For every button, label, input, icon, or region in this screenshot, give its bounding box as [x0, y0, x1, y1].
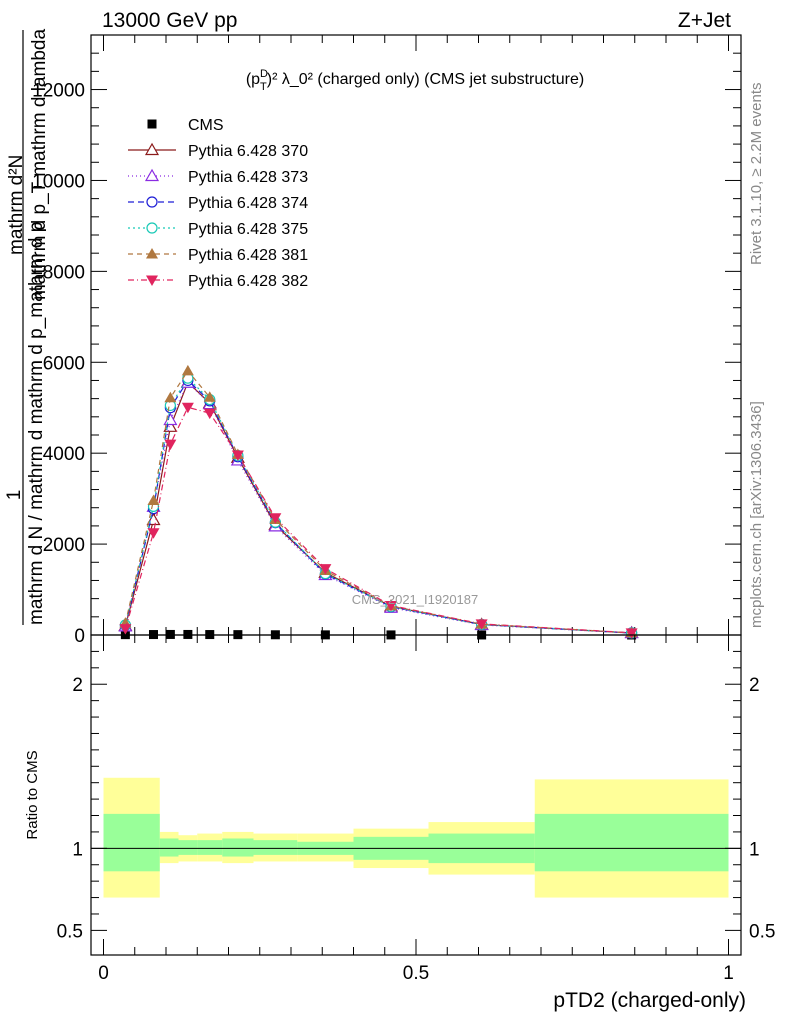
- inner-band: [197, 840, 223, 855]
- data-point: [319, 564, 332, 575]
- data-point: [475, 619, 488, 630]
- ratio-y-tick-label: 0.5: [57, 921, 83, 942]
- main-x-axis: [103, 35, 729, 635]
- x-tick-label: 0: [98, 963, 109, 984]
- inner-band: [222, 838, 254, 857]
- header-left: 13000 GeV pp: [102, 9, 237, 32]
- y-tick-label: 0: [74, 626, 85, 647]
- plot-title: (pD T)² λ_0² (charged only) (CMS jet subs…: [246, 68, 584, 93]
- y-label-denominator: mathrm d N / mathrm d mathrm d p_mathrm …: [26, 222, 47, 625]
- header-right: Z+Jet: [678, 9, 731, 32]
- inner-band: [534, 813, 729, 872]
- data-point: [203, 391, 216, 402]
- legend-marker: [146, 222, 158, 234]
- legend-marker: [146, 275, 158, 286]
- data-point: [164, 439, 177, 451]
- data-point: [269, 513, 282, 524]
- inner-band: [178, 840, 198, 855]
- y-tick-label: 10000: [32, 171, 85, 192]
- inner-band: [159, 838, 179, 857]
- rivet-label: Rivet 3.1.10, ≥ 2.2M events: [748, 83, 765, 266]
- legend-marker: [146, 196, 158, 208]
- data-point: [147, 494, 160, 505]
- legend-label: Pythia 6.428 373: [188, 169, 308, 186]
- series-line: [124, 377, 632, 634]
- y-label-numerator-bottom: mathrm d p_T mathrm d lambda: [29, 29, 50, 300]
- ratio-y-tick-label: 2: [72, 675, 83, 696]
- y-label-numerator-top: mathrm d²N: [6, 155, 27, 255]
- watermark: CMS_2021_I1920187: [352, 592, 479, 607]
- legend-marker: [144, 168, 160, 182]
- ratio-y-tick-label: 1: [72, 839, 83, 860]
- ratio-axes: 0 0.5 1 0.5 0.5 1 1 2 2: [57, 635, 775, 984]
- y-tick-label: 8000: [43, 262, 85, 283]
- ratio-panel: 0 0.5 1 0.5 0.5 1 1 2 2 Ratio to CMS pTD2 (charg…: [24, 634, 775, 1012]
- main-y-label: 1 mathrm d N / mathrm d mathrm d p_mathr…: [4, 29, 50, 625]
- main-y-axis: 0 2000 4000 6000 8000 10000 12000: [32, 34, 741, 647]
- legend-label: CMS: [188, 117, 224, 134]
- data-point: [625, 628, 638, 639]
- legend-label: Pythia 6.428 375: [188, 221, 308, 238]
- data-point: [181, 402, 194, 414]
- data-point: [119, 624, 132, 635]
- ratio-y-label: Ratio to CMS: [24, 750, 41, 839]
- y-tick-label: 6000: [43, 353, 85, 374]
- main-panel: 0 2000 4000 6000 8000 10000 12000 (pD T)² λ_0² …: [32, 34, 742, 647]
- ratio-y-tick-label-right: 1: [749, 839, 760, 860]
- x-tick-label: 1: [723, 963, 734, 984]
- series-6: [119, 402, 638, 639]
- data-point: [181, 364, 194, 376]
- y-tick-label: 2000: [43, 535, 85, 556]
- legend-label: Pythia 6.428 370: [188, 143, 308, 160]
- legend-label: Pythia 6.428 382: [188, 273, 308, 290]
- x-tick-label: 0.5: [403, 963, 429, 984]
- y-tick-label: 12000: [32, 81, 85, 102]
- legend-marker: [144, 142, 160, 156]
- x-axis-label: pTD2 (charged-only): [553, 989, 746, 1012]
- legend-label: Pythia 6.428 381: [188, 247, 308, 264]
- inner-band: [103, 813, 160, 872]
- legend-marker: [146, 248, 158, 259]
- legend: CMS Pythia 6.428 370 Pythia 6.428 373 Pythi…: [128, 117, 308, 290]
- ratio-y-tick-label-right: 2: [749, 675, 760, 696]
- data-point: [203, 408, 216, 420]
- legend-label: Pythia 6.428 374: [188, 195, 308, 212]
- data-point: [164, 391, 177, 403]
- data-point: [147, 528, 160, 539]
- y-tick-label: 4000: [43, 444, 85, 465]
- data-point: [385, 600, 397, 612]
- series-layer: [118, 364, 639, 640]
- data-point: [231, 450, 244, 461]
- inner-band: [253, 840, 298, 855]
- ratio-y-tick-label-right: 0.5: [749, 921, 775, 942]
- legend-marker: [147, 119, 157, 129]
- y-label-one: 1: [4, 490, 25, 501]
- mcplots-label: mcplots.cern.ch [arXiv:1306.3436]: [748, 401, 765, 628]
